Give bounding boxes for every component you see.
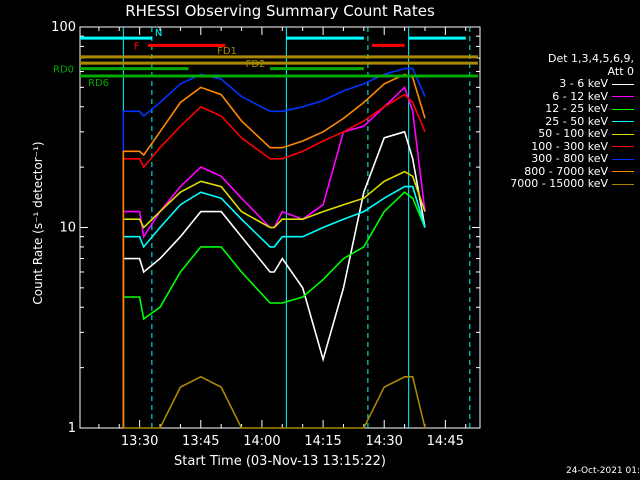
legend-label: 12 - 25 keV — [545, 102, 608, 115]
flag-label-RD6: RD6 — [88, 78, 109, 89]
legend-label: 100 - 300 keV — [531, 139, 608, 153]
legend-header-attenuator: Att 0 — [607, 65, 634, 78]
flag-label-N: N — [155, 28, 162, 39]
legend-item: 100 - 300 keV — [482, 139, 634, 154]
legend-swatch — [612, 121, 634, 123]
x-tick-label: 14:30 — [365, 434, 402, 449]
y-tick-label: 100 — [51, 20, 76, 35]
y-tick-label: 10 — [59, 221, 76, 236]
legend-label: 6 - 12 keV — [552, 89, 608, 103]
x-axis-label: Start Time (03-Nov-13 13:15:22) — [174, 454, 386, 469]
legend-item: 800 - 7000 keV — [482, 164, 634, 179]
series-line-7 — [122, 73, 426, 428]
flag-label-FD2: FD2 — [246, 59, 266, 70]
legend-label: 50 - 100 keV — [538, 127, 608, 140]
legend-swatch — [612, 146, 634, 148]
legend-item: 50 - 100 keV — [482, 127, 634, 141]
y-axis-label: Count Rate (s⁻¹ detector⁻¹) — [31, 141, 45, 305]
x-tick-label: 13:30 — [121, 434, 158, 449]
series-line-0 — [122, 130, 426, 428]
plot-axes: 1 10 100 13:30 13:45 14:00 14:15 14:30 14:45 — [51, 20, 481, 449]
legend-swatch — [612, 158, 634, 160]
x-tick-label: 13:45 — [182, 434, 219, 449]
series-line-4 — [122, 170, 426, 428]
legend-label: 25 - 50 keV — [545, 114, 608, 128]
vertical-markers — [122, 27, 471, 428]
series-lines — [122, 67, 426, 429]
legend-header-detectors: Det 1,3,4,5,6,9, — [547, 52, 634, 65]
legend-item: 6 - 12 keV — [482, 89, 634, 104]
flag-label-FD1: FD1 — [217, 46, 237, 57]
series-line-5 — [122, 93, 426, 428]
flag-bars: N F FD1 FD2 RD0 RD6 — [53, 28, 478, 89]
legend-swatch — [612, 133, 634, 135]
series-line-2 — [122, 191, 426, 428]
series-line-3 — [122, 185, 426, 428]
plot-frame — [79, 26, 481, 429]
legend-label: 300 - 800 keV — [531, 152, 608, 165]
legend-label: 800 - 7000 keV — [524, 164, 608, 178]
legend-swatch — [612, 108, 634, 110]
x-tick-label: 14:45 — [427, 434, 464, 449]
legend-item: 12 - 25 keV — [482, 102, 634, 116]
flag-label-F: F — [134, 41, 140, 52]
x-tick-label: 14:00 — [243, 434, 280, 449]
legend-item: 3 - 6 keV — [482, 77, 634, 91]
y-tick-label: 1 — [68, 421, 76, 436]
flag-label-RD0: RD0 — [53, 65, 74, 76]
series-line-8 — [123, 375, 426, 429]
legend-item: 7000 - 15000 keV — [482, 177, 634, 191]
legend: Det 1,3,4,5,6,9, Att 0 3 - 6 keV 6 - 12 k… — [482, 52, 634, 191]
generation-timestamp: 24-Oct-2021 01:31 — [566, 466, 640, 476]
x-tick-label: 14:15 — [304, 434, 341, 449]
chart-title: RHESSI Observing Summary Count Rates — [125, 2, 435, 20]
legend-item: 25 - 50 keV — [482, 114, 634, 129]
legend-swatch — [612, 96, 634, 98]
legend-item: 300 - 800 keV — [482, 152, 634, 166]
legend-swatch — [612, 171, 634, 173]
legend-swatch — [612, 83, 634, 85]
legend-label: 3 - 6 keV — [559, 77, 608, 90]
legend-label: 7000 - 15000 keV — [510, 177, 608, 190]
legend-swatch — [612, 183, 634, 185]
